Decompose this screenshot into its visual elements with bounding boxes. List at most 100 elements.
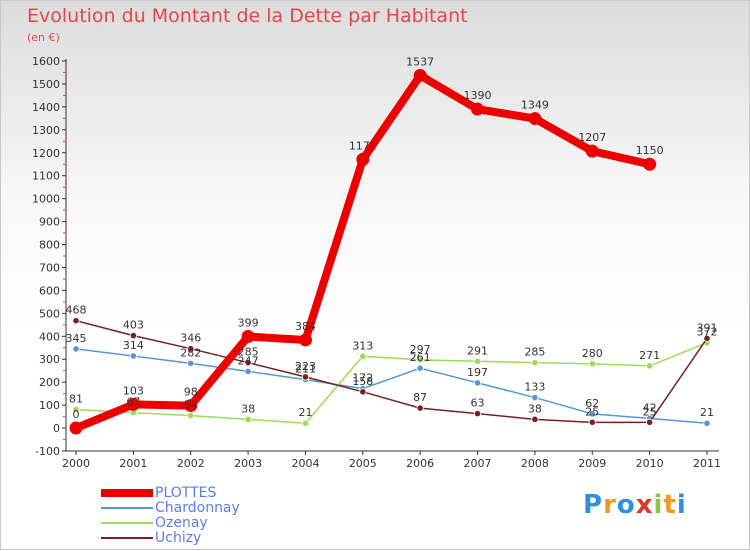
- data-label-chardonnay: 62: [585, 397, 599, 410]
- data-label-uchizy: 285: [238, 346, 259, 359]
- y-tick-label: 200: [39, 376, 60, 389]
- y-tick-label: 1300: [32, 124, 60, 137]
- data-point-plottes: [356, 152, 370, 166]
- data-label-plottes: 1390: [464, 89, 492, 102]
- legend-label: Uchizy: [155, 530, 202, 546]
- data-label-chardonnay: 314: [123, 339, 144, 352]
- data-label-ozenay: 271: [639, 349, 660, 362]
- data-point-uchizy: [703, 334, 711, 342]
- data-point-chardonnay: [244, 367, 252, 375]
- x-tick-label: 2011: [693, 457, 721, 470]
- data-point-plottes: [413, 68, 427, 82]
- data-point-ozenay: [473, 357, 482, 365]
- data-point-uchizy: [473, 410, 482, 418]
- data-point-chardonnay: [187, 359, 195, 367]
- data-point-plottes: [241, 330, 255, 344]
- data-point-chardonnay: [588, 410, 596, 418]
- data-point-plottes: [643, 157, 657, 171]
- data-label-plottes: 1537: [406, 55, 434, 68]
- logo-letter: t: [663, 490, 677, 520]
- data-point-ozenay: [531, 359, 539, 367]
- data-point-uchizy: [416, 404, 424, 412]
- data-label-plottes: 399: [238, 317, 259, 330]
- data-label-ozenay: 372: [697, 326, 718, 339]
- data-label-uchizy: 346: [180, 332, 201, 345]
- x-tick-label: 2009: [578, 457, 606, 470]
- y-tick-label: 100: [39, 399, 60, 412]
- legend-swatch: [101, 507, 153, 509]
- data-label-chardonnay: 21: [700, 406, 714, 419]
- y-tick-label: 1000: [32, 193, 60, 206]
- data-label-chardonnay: 133: [524, 381, 545, 394]
- y-tick-label: 1100: [32, 170, 60, 183]
- data-label-plottes: 0: [73, 408, 80, 421]
- data-point-uchizy: [301, 373, 310, 381]
- data-label-uchizy: 25: [585, 405, 599, 418]
- data-label-ozenay: 285: [524, 346, 545, 359]
- data-label-ozenay: 21: [298, 406, 312, 419]
- y-tick-label: 500: [39, 307, 60, 320]
- data-label-uchizy: 391: [697, 321, 718, 334]
- data-label-uchizy: 25: [643, 405, 657, 418]
- x-tick-label: 2004: [291, 457, 319, 470]
- data-point-plottes: [184, 399, 198, 413]
- data-point-ozenay: [646, 362, 654, 370]
- y-tick-label: 0: [53, 422, 60, 435]
- y-tick-label: 800: [39, 239, 60, 252]
- data-point-plottes: [528, 112, 542, 126]
- data-point-uchizy: [646, 418, 654, 426]
- x-tick-label: 2005: [349, 457, 377, 470]
- chart-subtitle: (en €): [27, 31, 60, 44]
- data-label-chardonnay: 345: [66, 332, 87, 345]
- data-point-plottes: [471, 102, 485, 116]
- legend-swatch: [101, 489, 153, 497]
- legend-swatch: [101, 537, 153, 539]
- y-tick-label: 1600: [32, 55, 60, 68]
- data-label-chardonnay: 197: [467, 366, 488, 379]
- data-point-chardonnay: [531, 393, 539, 402]
- data-label-uchizy: 468: [66, 304, 87, 317]
- data-point-ozenay: [244, 415, 252, 423]
- y-tick-label: -100: [35, 445, 60, 458]
- data-label-chardonnay: 172: [352, 372, 373, 385]
- data-label-chardonnay: 247: [238, 354, 259, 367]
- logo-letter: o: [616, 490, 636, 520]
- data-label-ozenay: 297: [410, 343, 431, 356]
- data-point-plottes: [69, 421, 83, 435]
- data-point-ozenay: [359, 352, 367, 360]
- data-label-ozenay: 67: [126, 396, 140, 409]
- proxiti-logo: Proxiti: [583, 490, 687, 520]
- series-line-chardonnay: [75, 348, 708, 424]
- logo-letter: i: [676, 490, 687, 520]
- data-label-ozenay: 280: [582, 347, 603, 360]
- data-point-uchizy: [187, 345, 195, 353]
- logo-letter: P: [583, 490, 604, 520]
- data-point-chardonnay: [473, 379, 482, 387]
- data-label-ozenay: 54: [184, 399, 198, 412]
- legend-label: PLOTTES: [155, 485, 217, 501]
- data-label-uchizy: 38: [528, 402, 542, 415]
- x-tick-label: 2001: [119, 457, 147, 470]
- chart-title: Evolution du Montant de la Dette par Hab…: [27, 5, 468, 27]
- x-tick-label: 2003: [234, 457, 262, 470]
- data-label-uchizy: 223: [295, 360, 316, 373]
- x-tick-label: 2000: [62, 457, 90, 470]
- data-point-chardonnay: [703, 419, 711, 427]
- data-label-plottes: 1171: [349, 139, 377, 152]
- data-point-uchizy: [531, 415, 539, 423]
- series-line-ozenay: [75, 341, 708, 424]
- data-point-ozenay: [301, 419, 310, 427]
- legend-swatch: [101, 522, 153, 524]
- data-point-plottes: [585, 144, 599, 158]
- data-point-ozenay: [416, 356, 424, 364]
- x-tick-label: 2008: [521, 457, 549, 470]
- y-tick-label: 1200: [32, 147, 60, 160]
- data-label-chardonnay: 211: [295, 363, 316, 376]
- data-point-uchizy: [359, 388, 367, 396]
- data-label-chardonnay: 261: [410, 351, 431, 364]
- data-label-uchizy: 63: [471, 397, 485, 410]
- x-tick-label: 2002: [177, 457, 205, 470]
- data-label-uchizy: 403: [123, 319, 144, 332]
- x-tick-label: 2007: [464, 457, 492, 470]
